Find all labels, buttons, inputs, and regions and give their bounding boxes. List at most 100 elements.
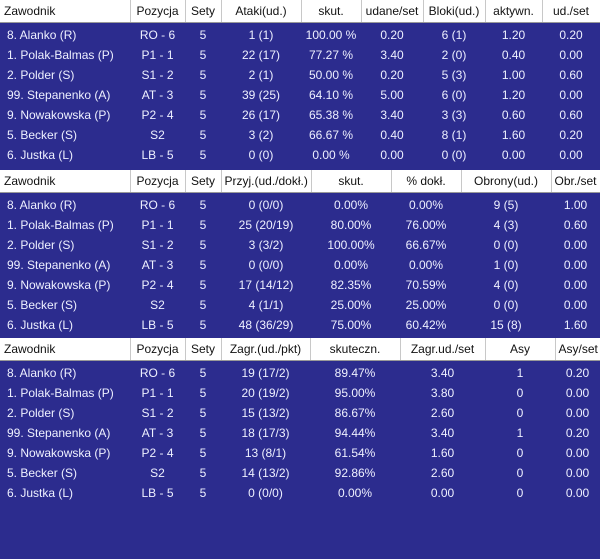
stat-cell: 0.20 [565,426,590,440]
stat-cell: 5 [199,198,207,212]
table-row[interactable]: 1. Polak-Balmas (P) P1 - 1 5 25 (20/19) 80.0… [0,215,600,235]
stat-cell: 5 [199,48,207,62]
column-header[interactable]: udane/set [361,0,424,23]
stat-cell: AT - 3 [141,426,174,440]
stat-cell: 50.00 % [308,68,354,82]
stat-cell: 4 (3) [493,218,519,232]
player-name-cell: 9. Nowakowska (P) [7,278,111,292]
table-row[interactable]: 5. Becker (S) S2 5 4 (1/1) 25.00% 25.00% 0 (0)… [0,295,600,315]
stat-cell: 0.00 [563,278,588,292]
player-name-cell: 1. Polak-Balmas (P) [7,218,114,232]
column-header[interactable]: Pozycja [130,338,186,361]
stat-cell: 5 (3) [441,68,467,82]
stat-cell: 25.00% [405,298,447,312]
player-name-cell: 6. Justka (L) [7,148,74,162]
column-header[interactable]: skut. [311,170,392,193]
column-header[interactable]: Pozycja [130,170,186,193]
table-row[interactable]: 8. Alanko (R) RO - 6 5 19 (17/2) 89.47% 3.40 1… [0,361,600,384]
column-header[interactable]: Asy [485,338,556,361]
column-header[interactable]: % dokł. [391,170,462,193]
table-row[interactable]: 2. Polder (S) S1 - 2 5 3 (3/2) 100.00% 66.67%… [0,235,600,255]
table-row[interactable]: 2. Polder (S) S1 - 2 5 2 (1) 50.00 % 0.20 5 (3… [0,65,600,85]
stat-cell: 0.00 % [312,148,350,162]
stat-cell: 13 (8/1) [244,446,287,460]
table-row[interactable]: 99. Stepanenko (A) AT - 3 5 18 (17/3) 94.44%… [0,423,600,443]
column-header[interactable]: Obr./set [551,170,600,193]
stat-cell: 1.00 [563,198,588,212]
column-header[interactable]: Zagr.(ud./pkt) [221,338,311,361]
stat-cell: 0.20 [380,28,404,42]
table-row[interactable]: 9. Nowakowska (P) P2 - 4 5 13 (8/1) 61.54% 1.… [0,443,600,463]
table-row[interactable]: 99. Stepanenko (A) AT - 3 5 39 (25) 64.10 % 5… [0,85,600,105]
table-row[interactable]: 1. Polak-Balmas (P) P1 - 1 5 20 (19/2) 95.00… [0,383,600,403]
stat-cell: 0.00% [408,198,444,212]
column-header[interactable]: Przyj.(ud./dokł.) [221,170,312,193]
column-header[interactable]: Zawodnik [0,338,131,361]
stat-cell: 77.27 % [308,48,354,62]
column-header[interactable]: Ataki(ud.) [221,0,302,23]
stat-cell: 0.00 [565,446,590,460]
stat-cell: 5 [199,318,207,332]
table-row[interactable]: 5. Becker (S) S2 5 14 (13/2) 92.86% 2.60 0 0.00 [0,463,600,483]
stat-cell: 5 [199,466,207,480]
table-row[interactable]: 6. Justka (L) LB - 5 5 0 (0) 0.00 % 0.00 0 (0)… [0,145,600,165]
stat-cell: 0.60 [559,108,583,122]
stat-cell: 0.60 [501,108,526,122]
column-header[interactable]: Sety [185,170,222,193]
stat-cell: 0.00 [565,406,590,420]
table-row[interactable]: 9. Nowakowska (P) P2 - 4 5 26 (17) 65.38 % 3.… [0,105,600,125]
stat-cell: 0.20 [559,128,583,142]
stat-cell: 89.47% [334,366,376,380]
stat-cell: LB - 5 [141,486,174,500]
stat-cell: 5 [199,366,207,380]
stat-cell: 60.42% [405,318,447,332]
column-header[interactable]: Zawodnik [0,170,131,193]
column-header[interactable]: Pozycja [130,0,186,23]
column-header[interactable]: skut. [301,0,362,23]
stat-cell: 0.00% [333,258,369,272]
stat-cell: 22 (17) [241,48,281,62]
stat-cell: 1 [516,366,524,380]
column-header[interactable]: Sety [185,0,222,23]
stat-cell: 0.00 [501,148,526,162]
stat-cell: 20 (19/2) [241,386,290,400]
column-header[interactable]: Bloki(ud.) [423,0,486,23]
column-header[interactable]: ud./set [542,0,600,23]
table-row[interactable]: 2. Polder (S) S1 - 2 5 15 (13/2) 86.67% 2.60 0… [0,403,600,423]
column-header[interactable]: Zawodnik [0,0,131,23]
stat-cell: RO - 6 [139,198,176,212]
column-header[interactable]: Zagr.ud./set [400,338,486,361]
table-row[interactable]: 99. Stepanenko (A) AT - 3 5 0 (0/0) 0.00% 0.0… [0,255,600,275]
stat-cell: LB - 5 [141,318,174,332]
stat-cell: 3.40 [430,426,455,440]
stat-cell: 5 [199,218,207,232]
stat-cell: 3 (3/2) [248,238,284,252]
stat-cell: 15 (8) [490,318,522,332]
column-header[interactable]: Asy/set [555,338,600,361]
table-row[interactable]: 6. Justka (L) LB - 5 5 0 (0/0) 0.00% 0.00 0 0.0… [0,483,600,503]
stat-cell: 66.67% [405,238,447,252]
column-header[interactable]: Sety [185,338,222,361]
column-header[interactable]: aktywn. [485,0,543,23]
stat-cell: 6 (0) [441,88,467,102]
stat-cell: 0.40 [501,48,526,62]
column-header[interactable]: Obrony(ud.) [461,170,552,193]
table-row[interactable]: 8. Alanko (R) RO - 6 5 1 (1) 100.00 % 0.20 6 (… [0,23,600,46]
table-row[interactable]: 6. Justka (L) LB - 5 5 48 (36/29) 75.00% 60.4… [0,315,600,335]
stat-cell: 5 [199,258,207,272]
stat-cell: 76.00% [405,218,447,232]
table-row[interactable]: 5. Becker (S) S2 5 3 (2) 66.67 % 0.40 8 (1) 1.6… [0,125,600,145]
stat-cell: 39 (25) [241,88,281,102]
player-name-cell: 8. Alanko (R) [7,28,77,42]
stat-cell: 5 [199,108,207,122]
stat-cell: 1 (0) [493,258,519,272]
stat-cell: 75.00% [330,318,372,332]
table-row[interactable]: 9. Nowakowska (P) P2 - 4 5 17 (14/12) 82.35%… [0,275,600,295]
table-row[interactable]: 8. Alanko (R) RO - 6 5 0 (0/0) 0.00% 0.00% 9 (… [0,193,600,216]
column-header[interactable]: skuteczn. [310,338,401,361]
stat-cell: 3 (3) [441,108,467,122]
stat-cell: 5 [199,486,207,500]
stat-cell: 0.60 [563,218,588,232]
stat-cell: P2 - 4 [141,108,174,122]
table-row[interactable]: 1. Polak-Balmas (P) P1 - 1 5 22 (17) 77.27 %… [0,45,600,65]
